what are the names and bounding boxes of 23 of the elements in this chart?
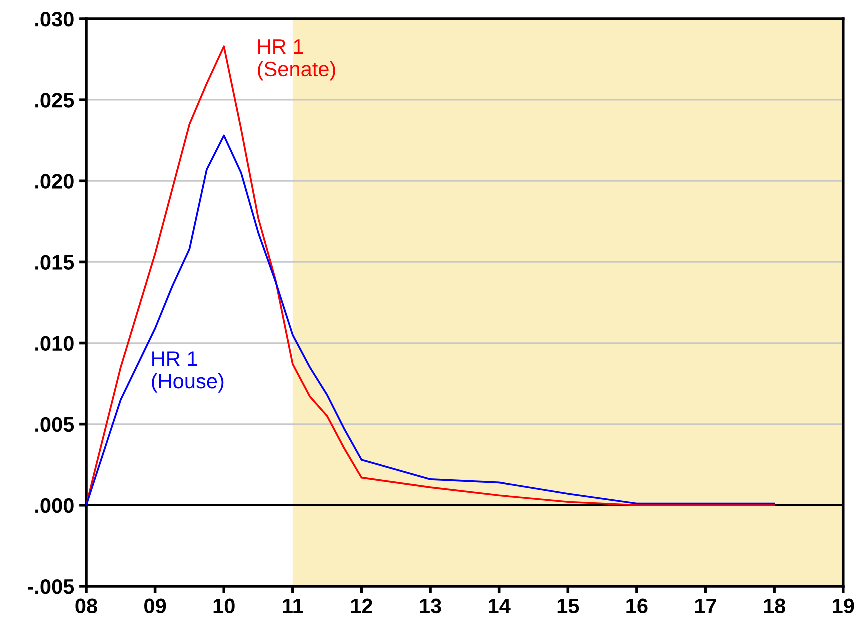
x-tick-label: 08 [76, 598, 98, 614]
y-tick-label: .025 [36, 93, 74, 108]
y-tick-label: .020 [36, 174, 74, 189]
x-tick-label: 18 [764, 598, 786, 614]
series-label: HR 1 (Senate) [258, 40, 336, 81]
x-tick-label: 16 [626, 598, 648, 614]
x-tick-label: 13 [420, 598, 442, 614]
y-tick-label: .010 [36, 336, 74, 352]
line-series [86, 134, 776, 506]
y-tick-label: .030 [36, 12, 74, 27]
x-tick-label: 14 [489, 599, 511, 614]
x-tick-label: 15 [558, 599, 580, 614]
y-tick-label: -.005 [28, 579, 74, 594]
series-label: HR 1 (House) [152, 352, 224, 393]
y-tick-label: .015 [36, 255, 74, 270]
x-tick-label: 17 [695, 599, 716, 614]
y-tick-label: .005 [36, 417, 74, 432]
y-tick-label: .000 [36, 498, 74, 514]
x-tick-label: 11 [283, 599, 304, 614]
x-tick-label: 12 [351, 598, 372, 614]
x-tick-label: 10 [214, 598, 235, 614]
x-tick-label: 09 [144, 598, 166, 614]
x-tick-label: 19 [833, 598, 854, 614]
